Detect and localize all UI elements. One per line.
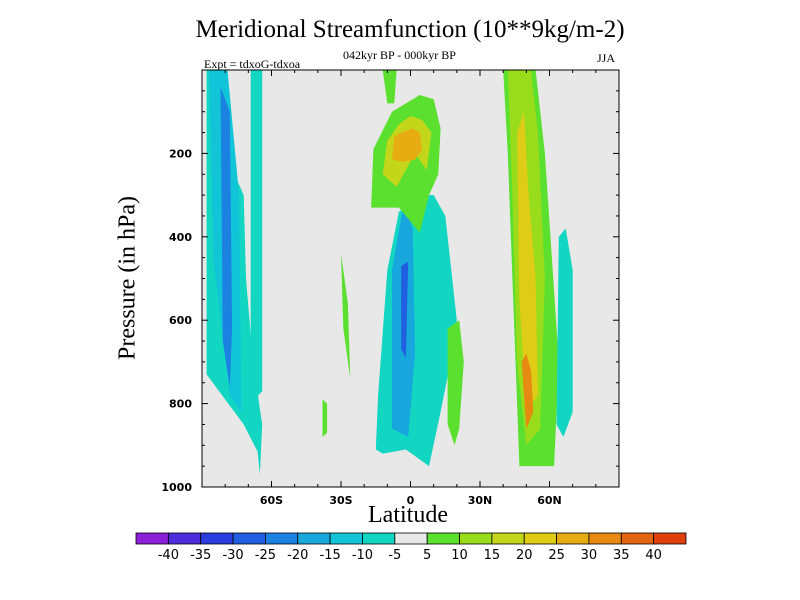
- colorbar-swatch-7: [362, 532, 396, 545]
- colorbar-label-9: 10: [451, 548, 468, 563]
- colorbar-label-11: 20: [516, 548, 533, 563]
- colorbar-label-3: -25: [255, 548, 276, 563]
- colorbar-swatch-12: [523, 532, 557, 545]
- x-tick-label-1: 30S: [329, 494, 352, 507]
- colorbar-swatch-15: [620, 532, 655, 545]
- colorbar-swatch-6: [329, 532, 363, 545]
- chart-title: Meridional Streamfunction (10**9kg/m-2): [195, 16, 625, 43]
- colorbar-label-14: 35: [613, 548, 630, 563]
- contour-region-11: [447, 320, 464, 446]
- colorbar-swatch-0: [135, 532, 169, 545]
- contour-region-10: [382, 70, 397, 104]
- y-tick-label-2: 600: [169, 314, 192, 327]
- y-tick-label-1: 400: [169, 231, 192, 244]
- contour-region-6: [401, 261, 409, 358]
- season-note: JJA: [597, 51, 616, 65]
- experiment-note: Expt = tdxoG-tdxoa: [204, 57, 301, 71]
- colorbar-swatch-1: [167, 532, 202, 545]
- contour-region-18: [322, 399, 328, 437]
- contour-region-9: [392, 128, 423, 162]
- colorbar-swatch-3: [232, 532, 266, 545]
- chart-subtitle: 042kyr BP - 000kyr BP: [343, 48, 456, 62]
- colorbar-swatch-8: [394, 532, 428, 545]
- colorbar-label-2: -30: [222, 548, 243, 563]
- colorbar-swatch-11: [491, 532, 525, 545]
- colorbar-swatch-4: [265, 532, 299, 545]
- contour-region-14: [517, 111, 538, 412]
- colorbar-label-7: -5: [388, 548, 401, 563]
- colorbar-label-8: 5: [423, 548, 431, 563]
- colorbar-swatch-10: [459, 532, 493, 545]
- contour-region-16: [556, 228, 573, 437]
- contour-region-3: [250, 70, 263, 404]
- x-tick-label-2: 0: [407, 494, 415, 507]
- colorbar-swatch-13: [556, 532, 590, 545]
- colorbar-label-6: -10: [352, 548, 373, 563]
- colorbar-label-12: 25: [548, 548, 565, 563]
- colorbar-label-15: 40: [645, 548, 662, 563]
- colorbar-swatch-14: [588, 532, 622, 545]
- x-tick-label-4: 60N: [537, 494, 562, 507]
- colorbar-swatch-2: [200, 532, 234, 545]
- y-tick-label-4: 1000: [161, 481, 192, 494]
- colorbar-label-4: -20: [287, 548, 308, 563]
- colorbar-label-5: -15: [320, 548, 341, 563]
- contour-region-17: [341, 253, 351, 379]
- contour-region-2: [220, 86, 233, 387]
- x-tick-label-3: 30N: [468, 494, 493, 507]
- colorbar-swatch-9: [426, 532, 460, 545]
- contour-region-15: [521, 353, 534, 429]
- x-tick-label-0: 60S: [260, 494, 283, 507]
- colorbar-label-10: 15: [484, 548, 501, 563]
- y-tick-label-0: 200: [169, 147, 192, 160]
- colorbar-swatch-5: [297, 532, 331, 545]
- colorbar-label-13: 30: [581, 548, 598, 563]
- colorbar-label-1: -35: [190, 548, 211, 563]
- colorbar-label-0: -40: [158, 548, 179, 563]
- y-tick-label-3: 800: [169, 398, 192, 411]
- x-axis-label: Latitude: [368, 502, 448, 528]
- colorbar-swatch-16: [653, 532, 687, 545]
